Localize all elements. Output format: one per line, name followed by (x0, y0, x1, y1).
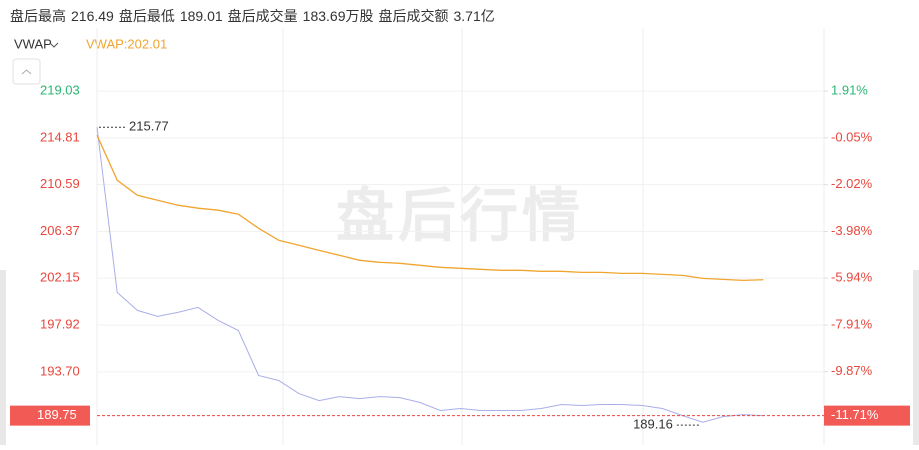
indicator-legend: VWAP:202.01 (86, 36, 167, 51)
y2-tick-label: -9.87% (831, 363, 873, 378)
stat-label: 盘后最低 (118, 8, 175, 24)
y2-tick-label: 1.91% (831, 83, 868, 98)
y-tick-label: 219.03 (40, 83, 80, 98)
min-label: 189.16 (633, 417, 673, 432)
y2-tick-label: -3.98% (831, 223, 873, 238)
last-change-label: -11.71% (831, 407, 879, 422)
side-tab[interactable] (913, 270, 919, 445)
last-price-box (10, 405, 90, 426)
dropdown-arrow[interactable] (49, 42, 59, 48)
last-change-box (824, 405, 910, 426)
stats-bar: 盘后最高 216.49 盘后最低 189.01 盘后成交量 183.69万股 盘后成交额 3.… (10, 6, 500, 26)
y-tick-label: 206.37 (40, 223, 80, 238)
indicator-select[interactable]: VWAP (14, 36, 52, 51)
y2-tick-label: -7.91% (831, 317, 873, 332)
y-tick-label: 210.59 (40, 176, 80, 191)
stat-label: 盘后成交量 (227, 8, 298, 24)
stat-value: 216.49 (71, 8, 114, 24)
watermark: 盘后行情 (336, 183, 584, 248)
series-line (96, 134, 764, 282)
side-tab[interactable] (0, 270, 6, 445)
y-tick-label: 202.15 (40, 270, 80, 285)
y2-tick-label: -2.02% (831, 176, 873, 191)
series-line (96, 127, 764, 423)
stat-value: 183.69万股 (302, 8, 374, 24)
stat-label: 盘后最高 (10, 8, 66, 24)
y-tick-label: 193.70 (40, 363, 80, 378)
y-tick-label: 197.92 (40, 317, 80, 332)
stat-value: 189.01 (179, 8, 223, 24)
max-label: 215.77 (129, 119, 169, 134)
collapse-icon (21, 69, 32, 75)
last-price-label: 189.75 (37, 407, 77, 422)
y-tick-label: 214.81 (40, 129, 80, 144)
stat-label: 盘后成交额 (378, 8, 449, 24)
collapse-button[interactable] (12, 58, 41, 85)
y2-tick-label: -5.94% (831, 270, 873, 285)
y2-tick-label: -0.05% (831, 129, 873, 144)
stat-value: 3.71亿 (453, 8, 495, 24)
